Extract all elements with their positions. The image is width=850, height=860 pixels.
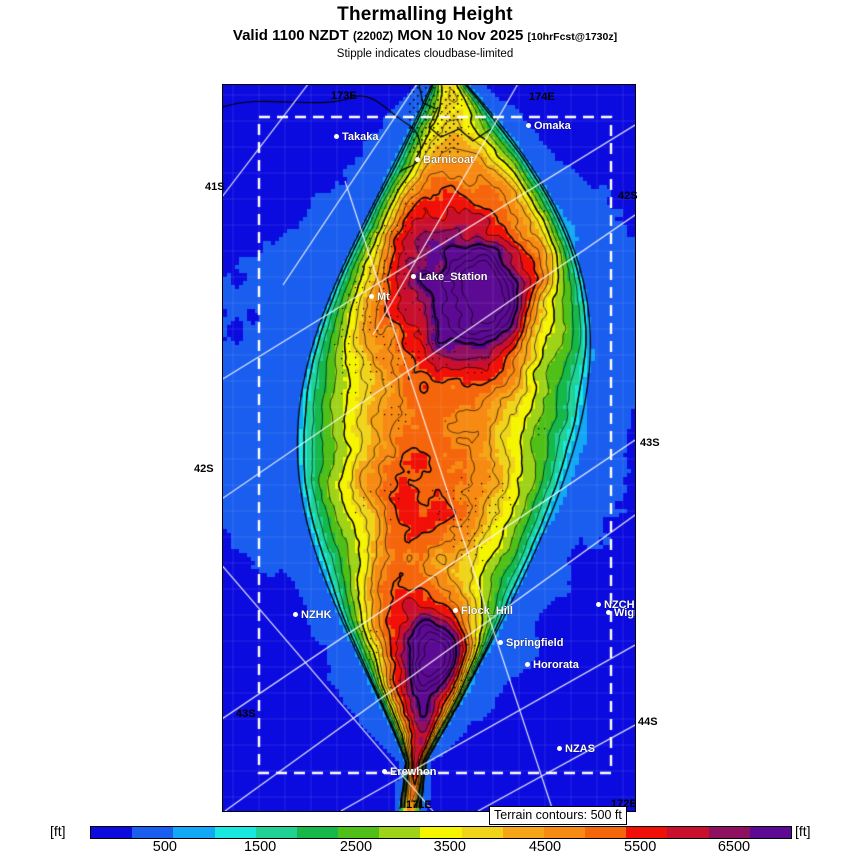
colorbar-segment xyxy=(461,827,503,838)
valid-utc: (2200Z) xyxy=(352,31,394,43)
place-marker-icon xyxy=(415,156,420,162)
latitude-label: 42S xyxy=(194,463,214,475)
latitude-label: 44S xyxy=(638,716,658,728)
thermalling-height-raster xyxy=(223,85,635,811)
terrain-contour-legend: Terrain contours: 500 ft xyxy=(489,806,627,825)
place-marker-icon xyxy=(606,609,611,615)
map-place-label: Omaka xyxy=(526,120,571,132)
place-marker-icon xyxy=(382,768,387,774)
place-name: Takaka xyxy=(342,131,379,143)
place-name: Lake_Station xyxy=(419,271,488,283)
latitude-label: 43S xyxy=(640,437,660,449)
place-marker-icon xyxy=(525,661,530,667)
page-title: Thermalling Height xyxy=(337,4,513,25)
map-place-label: Flock_Hill xyxy=(453,605,513,617)
colorbar-tick-label: 5500 xyxy=(624,839,657,855)
colorbar-segment xyxy=(708,827,750,838)
colorbar-unit-right: [ft] xyxy=(795,823,811,839)
validity-line: Valid 1100 NZDT (2200Z) MON 10 Nov 2025 … xyxy=(0,26,850,47)
colorbar-segment xyxy=(749,827,791,838)
place-name: Mt xyxy=(377,291,390,303)
place-marker-icon xyxy=(596,601,601,607)
latitude-label: 41S xyxy=(205,181,225,193)
place-name: Hororata xyxy=(533,659,579,671)
place-name: NZAS xyxy=(565,743,595,755)
map-place-label: NZHK xyxy=(293,609,332,621)
colorbar-segment xyxy=(626,827,668,838)
title-block: Thermalling Height Valid 1100 NZDT (2200… xyxy=(0,0,850,61)
colorbar: [ft] [ft] 500 1500 2500 3500 4500 5500 6500 xyxy=(0,822,850,860)
map-place-label: Springfield xyxy=(498,637,563,649)
map-place-label: Mt xyxy=(369,291,390,303)
colorbar-segment xyxy=(502,827,544,838)
colorbar-ticks: 500 1500 2500 3500 4500 5500 6500 xyxy=(90,839,790,857)
longitude-label: 173E xyxy=(331,90,357,102)
colorbar-segment xyxy=(543,827,586,838)
latitude-label: 43S xyxy=(236,708,256,720)
map-place-label: NZCH xyxy=(596,599,635,611)
latitude-label: 42S xyxy=(618,190,638,202)
colorbar-segment xyxy=(91,827,133,838)
map-place-label: Erewhon xyxy=(382,766,436,778)
colorbar-segment xyxy=(296,827,339,838)
place-name: Springfield xyxy=(506,637,564,649)
colorbar-segment xyxy=(132,827,174,838)
place-name: Barnicoat xyxy=(423,154,474,166)
colorbar-segment xyxy=(255,827,297,838)
place-name: Wigram xyxy=(614,607,635,619)
colorbar-segment xyxy=(338,827,380,838)
colorbar-segment xyxy=(173,827,215,838)
forecast-tag: [10hrFcst@1730z] xyxy=(527,31,618,43)
longitude-label: 171E xyxy=(406,799,432,811)
colorbar-tick-label: 3500 xyxy=(433,839,466,855)
valid-time: Valid 1100 NZDT xyxy=(232,27,349,44)
colorbar-tick-label: 4500 xyxy=(528,839,562,855)
place-name: NZCH xyxy=(604,599,635,611)
place-marker-icon xyxy=(293,611,298,617)
colorbar-segment xyxy=(585,827,627,838)
place-marker-icon xyxy=(498,639,503,645)
map-place-label: NZAS xyxy=(557,743,595,755)
colorbar-segment xyxy=(420,827,462,838)
map-place-label: Barnicoat xyxy=(415,154,474,166)
place-marker-icon xyxy=(526,122,531,128)
colorbar-tick-label: 1500 xyxy=(243,839,277,855)
place-name: Omaka xyxy=(534,120,571,132)
place-marker-icon xyxy=(453,607,458,613)
place-name: Erewhon xyxy=(390,766,437,778)
forecast-map[interactable]: Takaka Omaka Barnicoat Lake_Station Mt NZHK Fl… xyxy=(222,84,636,812)
valid-date: MON 10 Nov 2025 xyxy=(397,27,524,44)
colorbar-tick-label: 2500 xyxy=(339,839,373,855)
place-marker-icon xyxy=(411,273,416,279)
longitude-label: 174E xyxy=(529,91,555,103)
colorbar-unit-left: [ft] xyxy=(50,823,66,839)
colorbar-swatches xyxy=(90,826,792,839)
colorbar-segment xyxy=(379,827,421,838)
colorbar-segment xyxy=(214,827,256,838)
map-place-label: Wigram xyxy=(606,607,635,619)
place-marker-icon xyxy=(369,293,374,299)
colorbar-segment xyxy=(667,827,709,838)
place-marker-icon xyxy=(557,745,562,751)
map-place-label: Lake_Station xyxy=(411,271,487,283)
colorbar-tick-label: 500 xyxy=(152,839,177,855)
map-place-label: Takaka xyxy=(334,131,379,143)
colorbar-tick-label: 6500 xyxy=(717,839,751,855)
map-place-label: Hororata xyxy=(525,659,579,671)
stipple-note: Stipple indicates cloudbase-limited xyxy=(336,48,514,60)
place-name: NZHK xyxy=(301,609,332,621)
place-name: Flock_Hill xyxy=(461,605,513,617)
place-marker-icon xyxy=(334,133,339,139)
